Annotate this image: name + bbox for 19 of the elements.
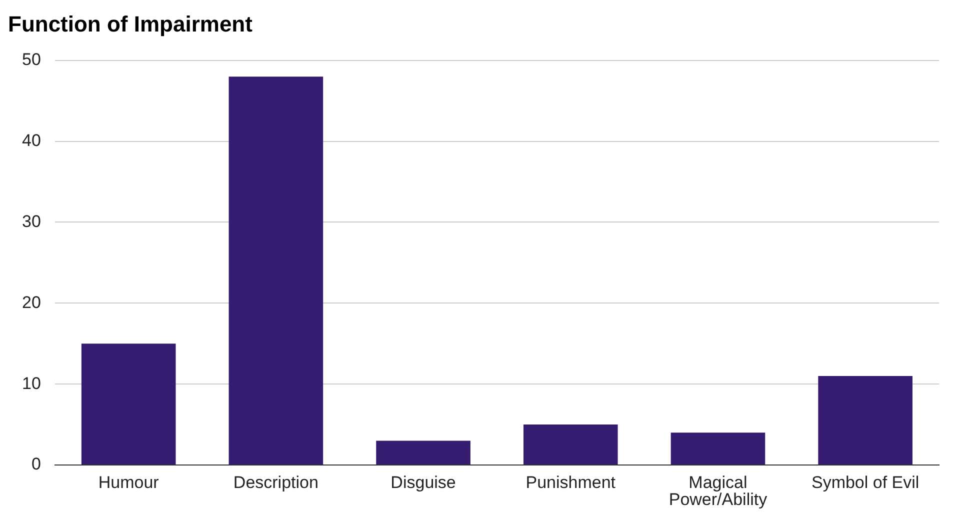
x-tick-label: Symbol of Evil: [811, 473, 920, 492]
y-tick-label: 0: [31, 454, 41, 474]
y-tick-label: 10: [22, 374, 41, 393]
x-tick-label: Humour: [98, 473, 160, 492]
bar: [81, 344, 176, 464]
bar: [523, 424, 618, 464]
x-tick-label: Description: [233, 473, 318, 492]
y-tick-label: 40: [22, 131, 41, 150]
y-tick-label: 50: [22, 50, 41, 70]
x-tick-label: Disguise: [390, 473, 456, 492]
bar: [818, 376, 912, 464]
x-tick-label: Magical Power/Ability: [668, 473, 768, 510]
bar: [376, 440, 470, 464]
bar: [228, 76, 324, 464]
y-tick-label: 20: [22, 292, 41, 312]
bar: [670, 432, 766, 464]
x-tick-label: Punishment: [526, 473, 616, 492]
y-tick-label: 30: [22, 212, 41, 231]
chart-title: Function of Impairment: [8, 11, 254, 36]
